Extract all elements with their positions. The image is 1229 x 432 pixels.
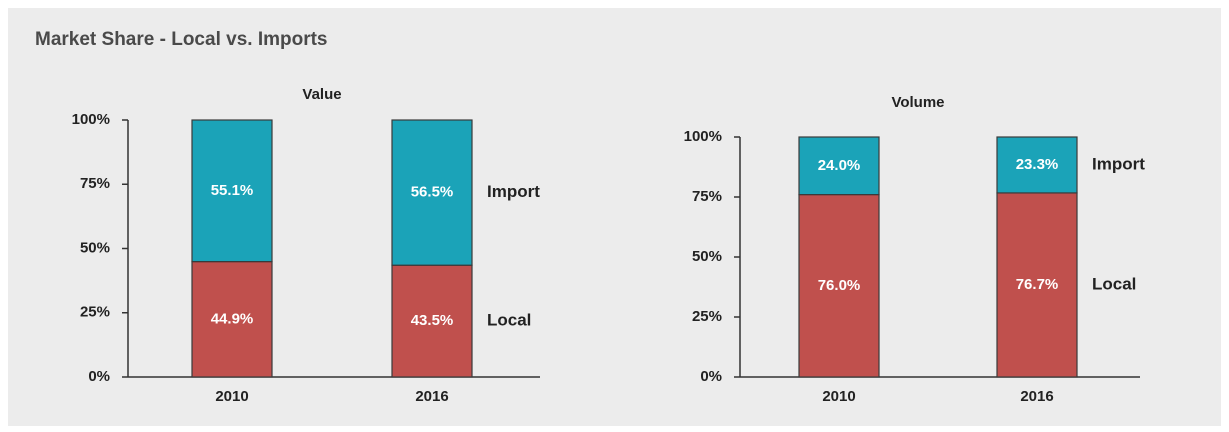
bar-segment — [996, 192, 1078, 378]
y-tick-label: 75% — [80, 175, 110, 192]
series-label: Local — [1092, 274, 1136, 293]
value-label: 76.7% — [1016, 276, 1059, 293]
value-label: 76.0% — [818, 277, 861, 294]
bar-segment — [798, 194, 880, 378]
bar-segment — [996, 136, 1078, 194]
value-label: 24.0% — [818, 157, 861, 174]
y-tick-label: 0% — [88, 368, 110, 385]
bar-segment — [391, 264, 473, 378]
page-title: Market Share - Local vs. Imports — [35, 29, 328, 50]
chart-title: Value — [302, 86, 341, 103]
bar-segment — [191, 261, 273, 378]
y-tick-label: 25% — [692, 308, 722, 325]
y-tick-label: 75% — [692, 188, 722, 205]
bar-segment — [798, 136, 880, 196]
y-tick-label: 100% — [72, 111, 110, 128]
x-tick-label: 2016 — [1020, 388, 1053, 405]
x-tick-label: 2016 — [415, 388, 448, 405]
y-tick-label: 0% — [700, 368, 722, 385]
value-label: 44.9% — [211, 310, 254, 327]
x-tick-label: 2010 — [215, 388, 248, 405]
value-label: 23.3% — [1016, 156, 1059, 173]
bar-segment — [191, 119, 273, 263]
bar-segment — [391, 119, 473, 266]
y-tick-label: 50% — [80, 239, 110, 256]
series-label: Local — [487, 311, 531, 330]
chart-title: Volume — [891, 94, 944, 111]
y-tick-label: 25% — [80, 304, 110, 321]
value-label: 55.1% — [211, 182, 254, 199]
value-label: 43.5% — [411, 312, 454, 329]
value-label: 56.5% — [411, 184, 454, 201]
series-label: Import — [1092, 154, 1145, 173]
series-label: Import — [487, 182, 540, 201]
x-tick-label: 2010 — [822, 388, 855, 405]
y-tick-label: 100% — [684, 128, 722, 145]
y-tick-label: 50% — [692, 248, 722, 265]
